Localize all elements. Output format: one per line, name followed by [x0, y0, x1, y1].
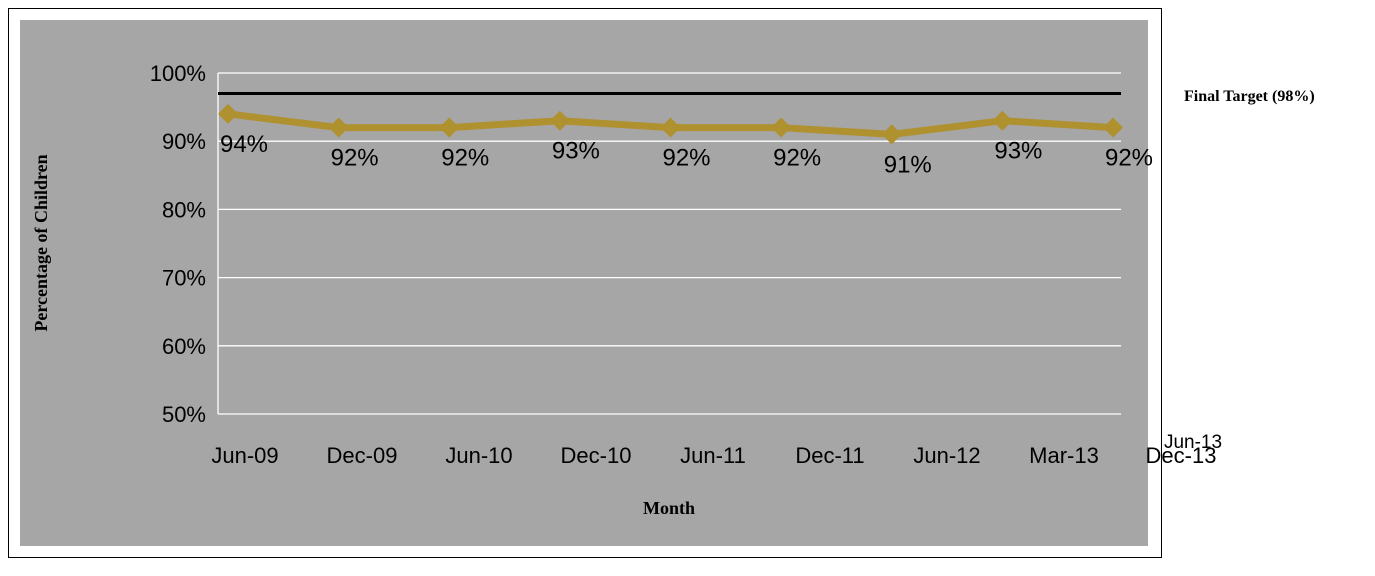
y-tick-label: 60%: [162, 334, 206, 359]
data-label: 93%: [552, 138, 600, 165]
x-tick-label: Jun-09: [211, 443, 278, 468]
x-tick-label: Dec-11: [795, 443, 864, 468]
y-tick-label: 80%: [162, 197, 206, 222]
x-tick-label: Dec-13: [1146, 443, 1217, 468]
y-tick-label: 50%: [162, 402, 206, 427]
data-label: 92%: [331, 145, 379, 172]
x-tick-label: Jun-12: [913, 443, 980, 468]
plot-background: [20, 20, 1148, 546]
x-tick-label: Mar-13: [1029, 443, 1099, 468]
data-point-marker: [881, 124, 902, 145]
data-point-marker: [549, 110, 570, 131]
x-axis-title: Month: [643, 498, 695, 518]
chart-svg: 50% 60% 70% 80% 90% 100% Jun-09 Dec-09 Jun-10 De…: [20, 20, 1315, 546]
data-label: 92%: [662, 145, 710, 172]
chart-frame: 50% 60% 70% 80% 90% 100% Jun-09 Dec-09 Jun-10 De…: [8, 8, 1315, 558]
data-label: 92%: [1105, 145, 1153, 172]
data-label: 92%: [773, 145, 821, 172]
data-label: 91%: [884, 151, 932, 178]
data-label: 93%: [994, 138, 1042, 165]
x-tick-labels: Jun-09 Dec-09 Jun-10 Dec-10 Jun-11 Dec-11 Jun-…: [211, 432, 1222, 468]
x-tick-label-overlap: Jun-13: [1164, 432, 1222, 453]
x-tick-label: Dec-10: [561, 443, 632, 468]
data-point-marker: [992, 110, 1013, 131]
x-tick-label: Jun-11: [680, 443, 746, 468]
x-tick-label: Dec-09: [327, 443, 398, 468]
gridlines: [217, 72, 1121, 415]
data-point-marker: [771, 117, 792, 138]
x-tick-label: Jun-10: [445, 443, 512, 468]
data-labels: 94% 92% 92% 93% 92% 92% 91% 93% 92%: [220, 131, 1153, 178]
data-point-marker: [660, 117, 681, 138]
series-markers: [218, 103, 1123, 145]
data-point-marker: [1103, 117, 1123, 138]
data-label: 94%: [220, 131, 268, 158]
y-tick-labels: 50% 60% 70% 80% 90% 100%: [150, 61, 206, 427]
y-tick-label: 90%: [162, 129, 206, 154]
data-point-marker: [439, 117, 460, 138]
y-tick-label: 70%: [162, 266, 206, 291]
data-label: 92%: [441, 145, 489, 172]
data-point-marker: [218, 103, 238, 124]
y-axis-title: Percentage of Children: [31, 154, 51, 331]
legend-target-label: Final Target (98%): [1184, 88, 1315, 105]
data-point-marker: [328, 117, 349, 138]
y-tick-label: 100%: [150, 61, 206, 86]
